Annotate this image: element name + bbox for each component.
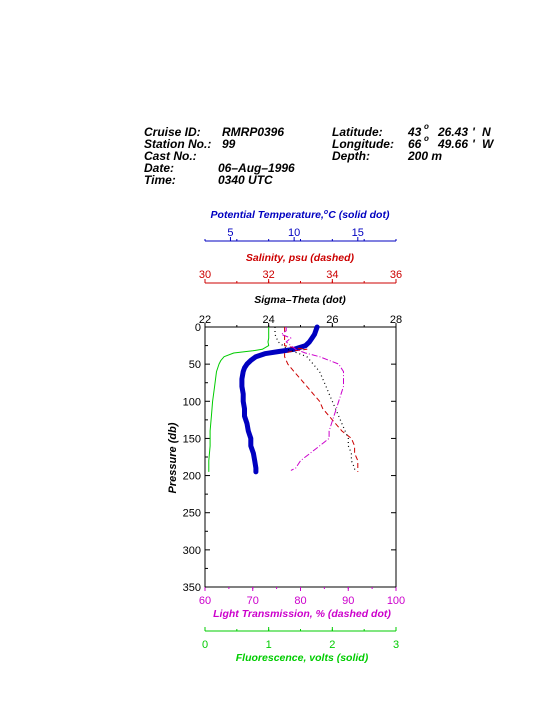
cruise-value: RMRP0396 (222, 125, 284, 139)
pressure-tick-label: 250 (183, 508, 201, 520)
latitude-label: Latitude: (332, 125, 383, 139)
sigma-tick-label: 24 (263, 314, 275, 326)
latitude-minute-symbol: ' (472, 125, 476, 139)
pressure-tick-label: 0 (195, 322, 201, 334)
transmission-axis: 60 70 80 90 100 (199, 587, 405, 607)
fluorescence-profile-line (208, 327, 270, 472)
depth-label: Depth: (332, 149, 370, 163)
salinity-profile-line (284, 327, 359, 472)
pressure-tick-label: 350 (183, 582, 201, 594)
date-value: 06–Aug–1996 (218, 161, 295, 175)
salinity-tick-label: 32 (263, 269, 275, 281)
pressure-axis: 0 50 100 150 200 250 300 350 (183, 322, 396, 594)
transmission-tick-label: 80 (294, 595, 306, 607)
cast-header: Cruise ID: RMRP0396 Station No.: 99 Cast… (144, 122, 495, 187)
fluorescence-tick-label: 1 (266, 639, 272, 651)
cast-label: Cast No.: (144, 149, 197, 163)
transmission-tick-label: 100 (387, 595, 405, 607)
transmission-profile-line (280, 327, 344, 471)
temperature-tick-label: 10 (288, 227, 300, 239)
latitude-minutes: 26.43 (437, 125, 468, 139)
longitude-minutes: 49.66 (437, 137, 468, 151)
sigma-tick-label: 26 (326, 314, 338, 326)
sigma-tick-label: 28 (390, 314, 402, 326)
fluorescence-tick-label: 2 (329, 639, 335, 651)
pressure-tick-label: 150 (183, 433, 201, 445)
date-label: Date: (144, 161, 174, 175)
pressure-tick-label: 50 (189, 359, 201, 371)
longitude-degree-symbol: o (424, 134, 429, 143)
time-label: Time: (144, 173, 176, 187)
pressure-tick-label: 300 (183, 545, 201, 557)
fluorescence-tick-label: 0 (202, 639, 208, 651)
latitude-degree-symbol: o (424, 122, 429, 131)
salinity-tick-label: 30 (199, 269, 211, 281)
transmission-tick-label: 60 (199, 595, 211, 607)
temperature-tick-label: 5 (227, 227, 233, 239)
pressure-tick-label: 200 (183, 471, 201, 483)
station-value: 99 (222, 137, 236, 151)
salinity-tick-label: 34 (326, 269, 338, 281)
time-value: 0340 UTC (218, 173, 273, 187)
station-label: Station No.: (144, 137, 211, 151)
latitude-degrees: 43 (407, 125, 422, 139)
cruise-label: Cruise ID: (144, 125, 201, 139)
longitude-minute-symbol: ' (472, 137, 476, 151)
series-layer (208, 324, 359, 475)
temperature-tick-label: 15 (352, 227, 364, 239)
transmission-tick-label: 70 (247, 595, 259, 607)
salinity-axis: 30 32 34 36 (199, 269, 402, 284)
latitude-hemisphere: N (482, 125, 491, 139)
salinity-tick-label: 36 (390, 269, 402, 281)
transmission-tick-label: 90 (342, 595, 354, 607)
fluorescence-axis-title: Fluorescence, volts (solid) (236, 652, 369, 664)
temperature-axis-title: Potential Temperature,oC (solid dot) (211, 209, 390, 221)
depth-value: 200 m (407, 149, 442, 163)
pressure-tick-label: 100 (183, 396, 201, 408)
sigma-profile-line (274, 327, 356, 472)
temperature-axis: 5 10 15 (204, 227, 397, 242)
plot-frame (204, 326, 397, 588)
sigma-tick-label: 22 (199, 314, 211, 326)
fluorescence-tick-label: 3 (393, 639, 399, 651)
fluorescence-axis: 0 1 2 3 (202, 627, 399, 651)
longitude-degrees: 66 (408, 137, 422, 151)
longitude-label: Longitude: (332, 137, 394, 151)
transmission-axis-title: Light Transmission, % (dashed dot) (213, 608, 391, 620)
longitude-hemisphere: W (482, 137, 495, 151)
sigma-axis-title: Sigma–Theta (dot) (254, 294, 346, 306)
pressure-axis-title: Pressure (db) (167, 422, 179, 493)
temperature-profile-line (239, 324, 320, 475)
salinity-axis-title: Salinity, psu (dashed) (246, 252, 355, 264)
sigma-axis: 22 24 26 28 (199, 314, 402, 327)
